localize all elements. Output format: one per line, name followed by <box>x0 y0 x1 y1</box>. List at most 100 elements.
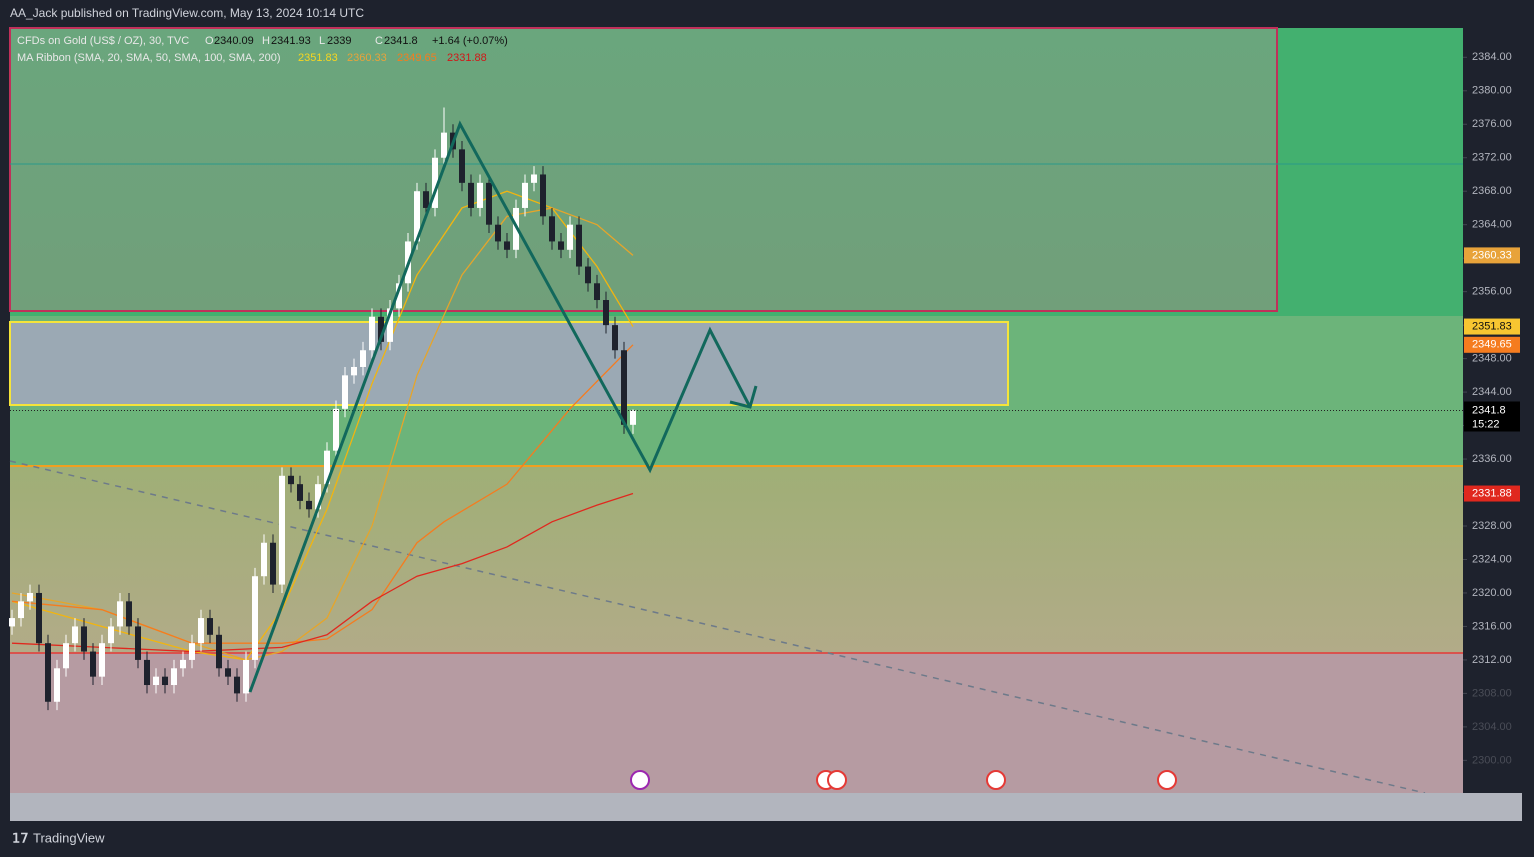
candle-body <box>117 601 123 627</box>
candle-body <box>306 500 312 510</box>
candle-body <box>180 659 186 669</box>
candle-body <box>576 224 582 267</box>
legend-close: 2341.8 <box>384 35 418 47</box>
candle-body <box>324 450 330 485</box>
trend-line <box>9 460 1426 794</box>
footer: 𝟣𝟩 TradingView <box>12 830 105 845</box>
legend-ma: 2351.83 <box>298 52 338 64</box>
legend-ma: 2349.65 <box>397 52 437 64</box>
candle-body <box>153 676 159 686</box>
indicator: MA Ribbon (SMA, 20, SMA, 50, SMA, 100, S… <box>17 52 281 64</box>
price-tag <box>1464 401 1520 432</box>
logo-text[interactable]: TradingView <box>33 830 105 845</box>
legend-l: L <box>319 35 325 47</box>
candle-body <box>612 325 618 351</box>
zone-olive <box>10 466 1463 653</box>
legend-open: 2340.09 <box>214 35 254 47</box>
legend-low: 2339 <box>327 35 351 47</box>
ma-line <box>11 344 634 644</box>
event-icon[interactable] <box>986 770 1006 790</box>
logo-mark: 𝟣𝟩 <box>12 830 29 845</box>
candle-body <box>414 191 420 242</box>
candle-body <box>234 676 240 694</box>
legend-ma: 2331.88 <box>447 52 487 64</box>
candle-body <box>99 643 105 677</box>
legend-high: 2341.93 <box>271 35 311 47</box>
candle-body <box>72 626 78 644</box>
y-tick-label: 2364.00 <box>1472 219 1512 231</box>
candle-body <box>549 216 555 242</box>
candle-body <box>585 266 591 284</box>
candle-body <box>126 601 132 627</box>
candle-body <box>9 618 15 627</box>
candle-body <box>189 643 195 660</box>
candle-body <box>288 475 294 485</box>
candle-body <box>252 576 258 660</box>
time-axis <box>10 793 1522 821</box>
y-tick-label: 2328.00 <box>1472 520 1512 532</box>
candle-body <box>432 157 438 208</box>
y-tick-label: 2376.00 <box>1472 118 1512 130</box>
candle-body <box>45 643 51 702</box>
candle-body <box>441 132 447 158</box>
y-tick-label: 2380.00 <box>1472 85 1512 97</box>
candle-body <box>279 475 285 585</box>
candle-body <box>90 651 96 677</box>
plot <box>9 107 1463 711</box>
zigzag-drawing <box>248 120 752 693</box>
candle-body <box>270 542 276 585</box>
candle-body <box>630 410 636 425</box>
ma-price-label: 2349.65 <box>1472 339 1512 351</box>
event-icon[interactable] <box>630 770 650 790</box>
candle-body <box>558 241 564 250</box>
y-tick-label: 2316.00 <box>1472 620 1512 632</box>
ma-price-label: 2351.83 <box>1472 320 1512 332</box>
ma-price-tag <box>1464 318 1520 335</box>
countdown: 15:22 <box>1472 418 1500 430</box>
candle-body <box>171 668 177 686</box>
y-tick-label: 2356.00 <box>1472 286 1512 298</box>
candle-body <box>594 283 600 301</box>
candle-body <box>468 182 474 208</box>
candle-body <box>522 182 528 208</box>
symbol: CFDs on Gold (US$ / OZ), 30, TVC <box>17 35 189 47</box>
event-icon[interactable] <box>827 770 847 790</box>
legend-o: O <box>205 35 214 47</box>
candle-body <box>135 626 141 660</box>
candle-body <box>333 408 339 451</box>
candle-body <box>423 191 429 208</box>
y-tick-label: 2368.00 <box>1472 185 1512 197</box>
candle-body <box>63 643 69 669</box>
candle-body <box>225 668 231 677</box>
candle-body <box>387 308 393 342</box>
candle-body <box>486 182 492 225</box>
y-tick-label: 2344.00 <box>1472 386 1512 398</box>
zones <box>9 27 1463 794</box>
candle-body <box>207 618 213 635</box>
candle-body <box>81 626 87 652</box>
ma-price-tag <box>1464 336 1520 353</box>
event-icon[interactable] <box>1157 770 1177 790</box>
candle-body <box>477 182 483 208</box>
candle-body <box>315 484 321 510</box>
event-icons <box>630 770 1177 790</box>
ma-price-tag <box>1464 485 1520 502</box>
candle-body <box>342 375 348 409</box>
y-tick-label: 2324.00 <box>1472 553 1512 565</box>
candle-body <box>459 149 465 183</box>
candle-body <box>495 224 501 242</box>
candle-body <box>216 634 222 669</box>
candle-body <box>603 300 609 326</box>
zone-pink <box>10 653 1463 793</box>
y-tick-label: 2312.00 <box>1472 654 1512 666</box>
zone-box-yellow <box>9 321 1009 406</box>
legend-h: H <box>262 35 270 47</box>
zone-box-red <box>9 27 1278 312</box>
candle-body <box>162 676 168 686</box>
legend-change: +1.64 (+0.07%) <box>432 35 508 47</box>
candle-body <box>540 174 546 217</box>
candle-body <box>108 626 114 644</box>
publish-info: AA_Jack published on TradingView.com, Ma… <box>10 6 364 20</box>
